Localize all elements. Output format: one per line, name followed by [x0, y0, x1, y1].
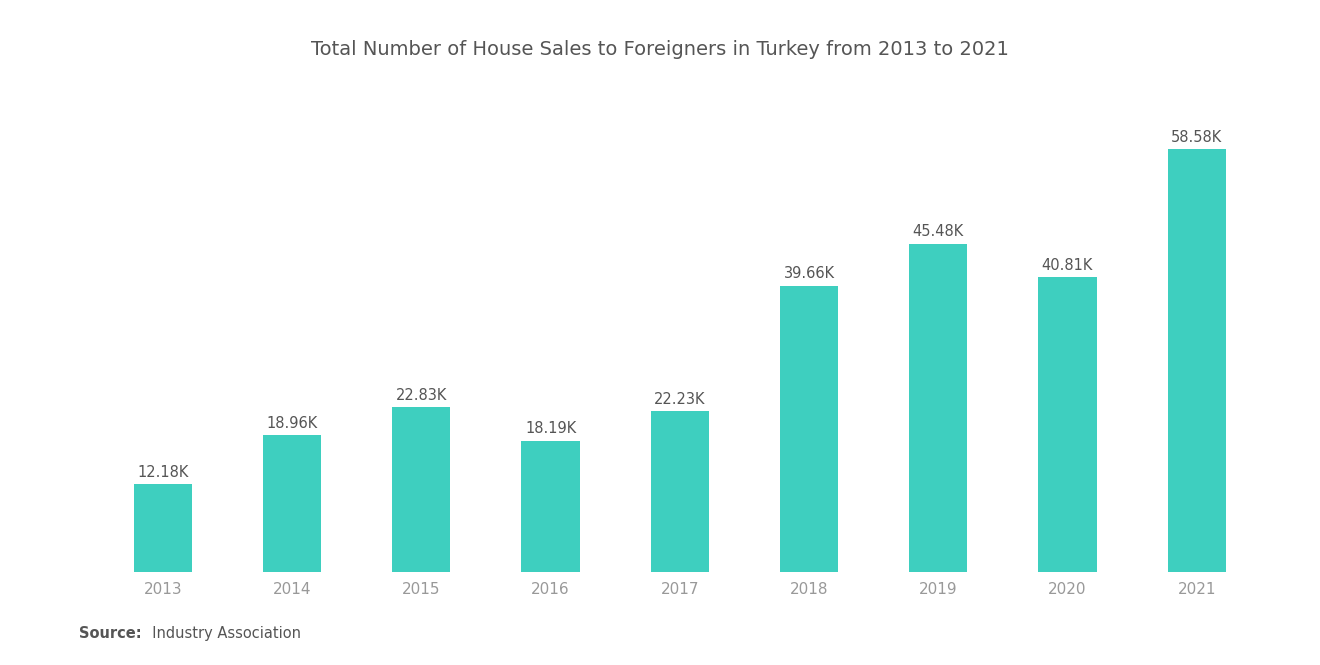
Text: 40.81K: 40.81K [1041, 258, 1093, 273]
Bar [392, 407, 450, 572]
Text: Total Number of House Sales to Foreigners in Turkey from 2013 to 2021: Total Number of House Sales to Foreigner… [312, 40, 1008, 59]
Bar [651, 412, 709, 572]
Text: 12.18K: 12.18K [137, 465, 189, 479]
Bar [909, 243, 968, 572]
Text: 58.58K: 58.58K [1171, 130, 1222, 144]
Text: 18.19K: 18.19K [525, 421, 577, 436]
Text: 22.23K: 22.23K [653, 392, 706, 407]
Bar [1039, 277, 1097, 572]
Text: 22.83K: 22.83K [396, 388, 447, 403]
Text: Industry Association: Industry Association [143, 626, 301, 642]
Text: 45.48K: 45.48K [912, 224, 964, 239]
Bar [521, 441, 579, 572]
Text: 18.96K: 18.96K [267, 416, 318, 431]
Bar [1168, 149, 1226, 572]
Bar [133, 484, 191, 572]
Text: 39.66K: 39.66K [784, 266, 834, 281]
Text: Source:: Source: [79, 626, 141, 642]
Bar [263, 435, 321, 572]
Bar [780, 285, 838, 572]
